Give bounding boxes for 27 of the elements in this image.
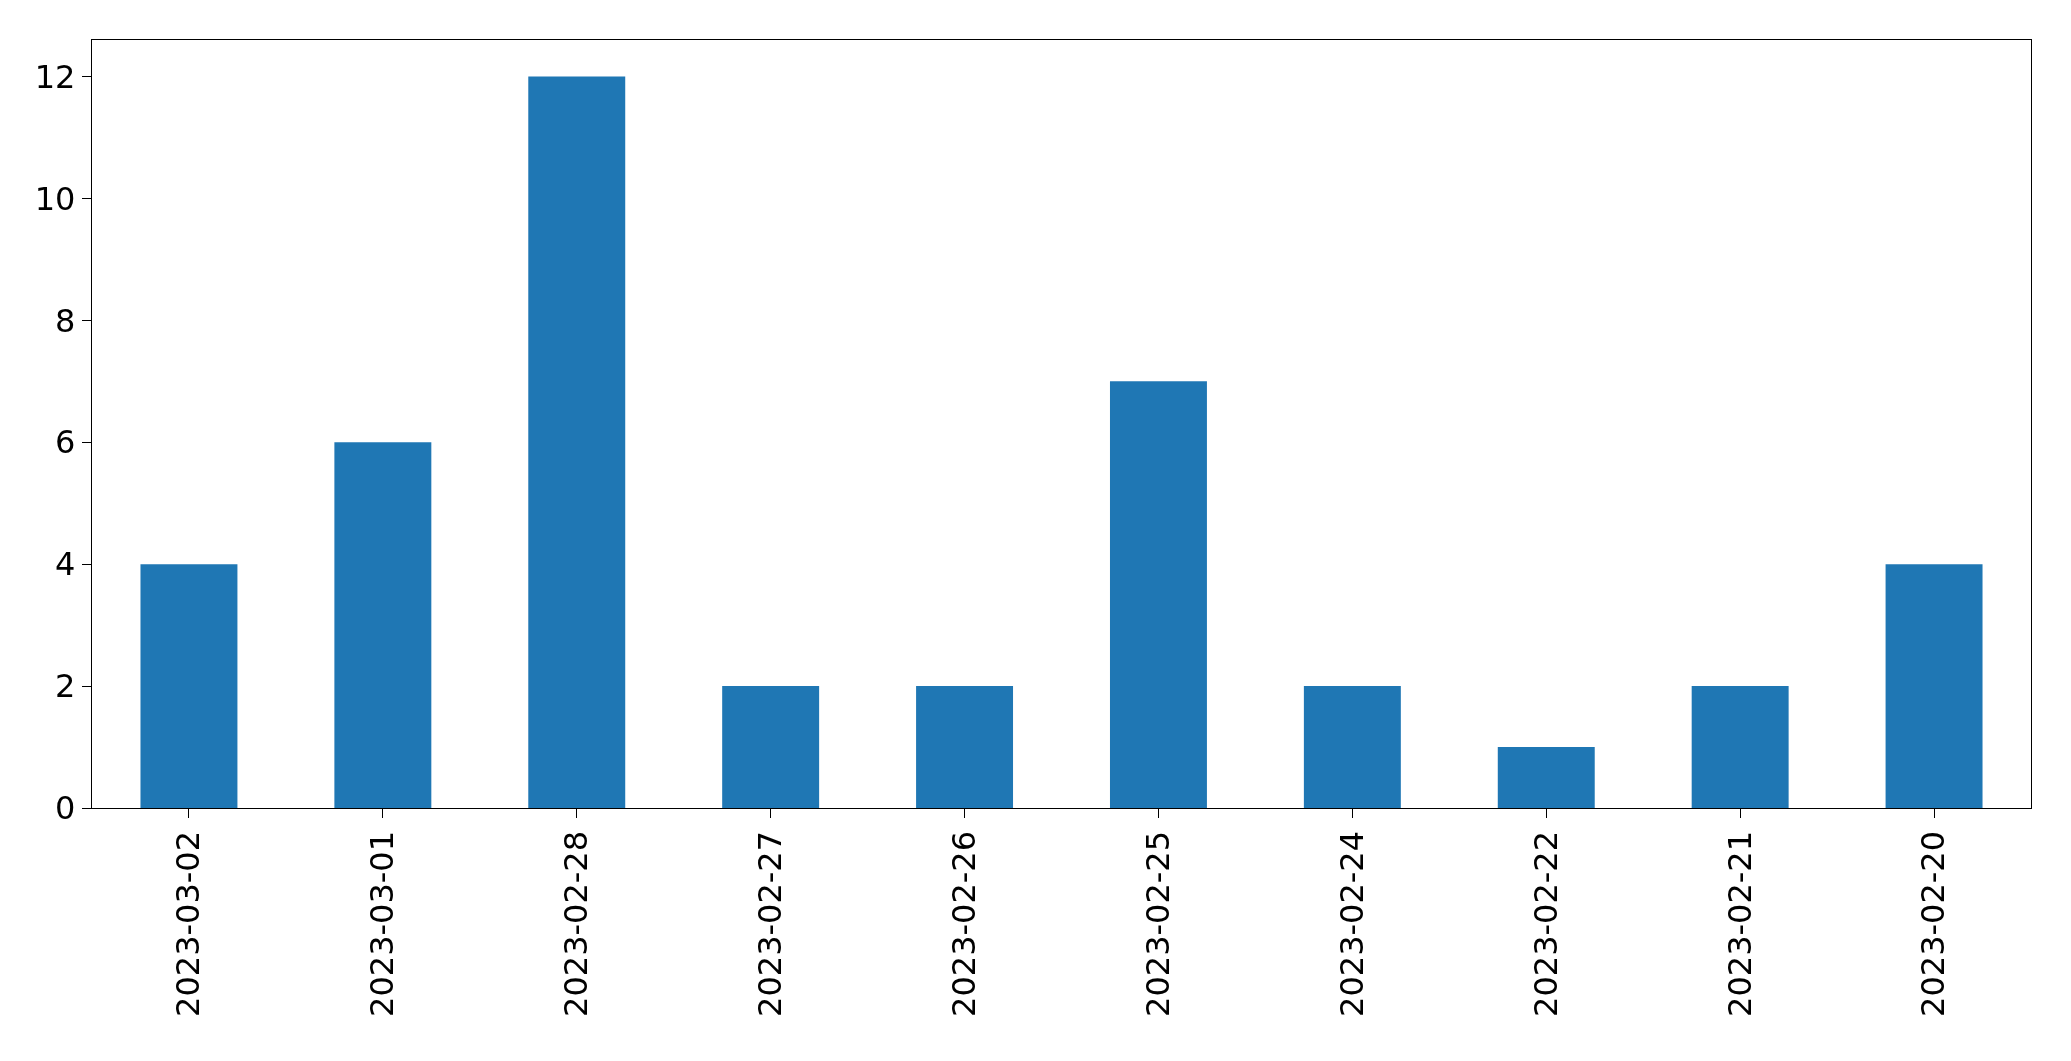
bar bbox=[1885, 564, 1983, 808]
bar bbox=[140, 564, 238, 808]
y-tick-label: 8 bbox=[55, 301, 76, 340]
x-tick-label: 2023-02-27 bbox=[751, 830, 790, 1017]
x-tick-label: 2023-02-28 bbox=[557, 830, 596, 1017]
y-tick-label: 10 bbox=[34, 179, 76, 218]
x-tick-label: 2023-03-02 bbox=[169, 830, 208, 1017]
bar bbox=[722, 686, 820, 808]
x-tick-label: 2023-02-24 bbox=[1332, 830, 1371, 1017]
bar bbox=[1109, 381, 1207, 808]
x-tick-label: 2023-02-25 bbox=[1138, 830, 1177, 1017]
bar bbox=[334, 442, 432, 808]
x-tick-label: 2023-02-20 bbox=[1914, 830, 1953, 1017]
bar bbox=[1691, 686, 1789, 808]
x-tick-label: 2023-03-01 bbox=[363, 830, 402, 1017]
y-tick-label: 6 bbox=[55, 423, 76, 462]
x-tick-label: 2023-02-22 bbox=[1526, 830, 1565, 1017]
bar bbox=[1497, 747, 1595, 808]
y-tick-label: 0 bbox=[55, 789, 76, 828]
x-tick-label: 2023-02-26 bbox=[944, 830, 983, 1017]
bar bbox=[528, 76, 626, 808]
bar bbox=[916, 686, 1014, 808]
y-tick-label: 2 bbox=[55, 667, 76, 706]
bar bbox=[1303, 686, 1401, 808]
y-tick-label: 12 bbox=[34, 57, 76, 96]
y-tick-label: 4 bbox=[55, 545, 76, 584]
x-tick-label: 2023-02-21 bbox=[1720, 830, 1759, 1017]
